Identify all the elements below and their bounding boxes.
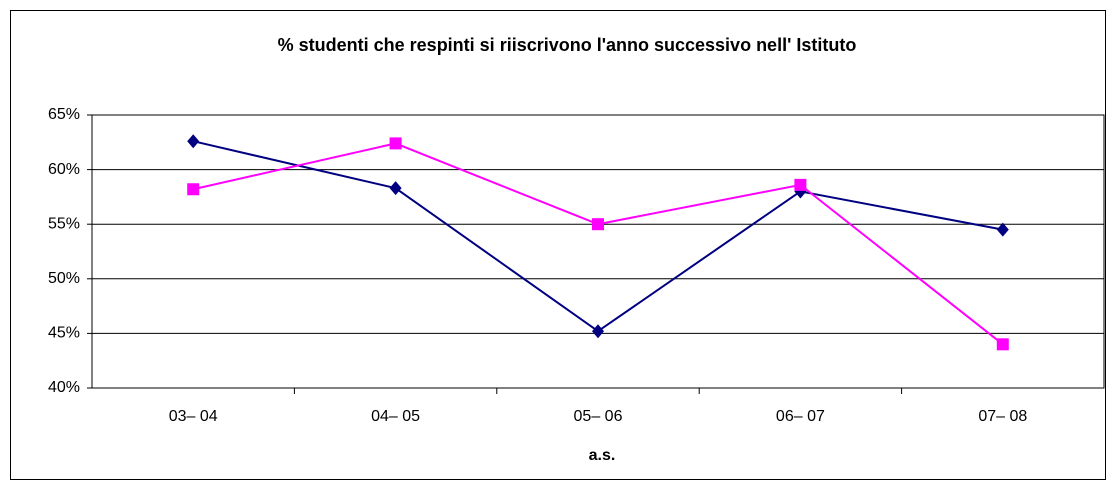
x-tick-label: 04– 05 <box>371 408 420 425</box>
chart-title: % studenti che respinti si riiscrivono l… <box>278 35 857 55</box>
marker <box>592 324 604 339</box>
marker <box>794 178 807 191</box>
y-tick-label: 40% <box>48 379 80 396</box>
x-axis-title: a.s. <box>589 447 616 464</box>
y-tick-label: 45% <box>48 325 80 342</box>
marker <box>389 181 402 196</box>
x-tick-label: 05– 06 <box>574 408 623 425</box>
y-tick-label: 65% <box>48 106 80 123</box>
y-tick-label: 50% <box>48 270 80 287</box>
marker <box>592 218 604 231</box>
x-tick-label: 03– 04 <box>169 408 218 425</box>
y-tick-label: 60% <box>48 161 80 178</box>
x-tick-label: 07– 08 <box>978 408 1027 425</box>
marker <box>389 137 402 150</box>
chart-frame <box>10 10 1106 480</box>
marker <box>187 183 200 196</box>
marker <box>996 222 1009 237</box>
x-tick-label: 06– 07 <box>776 408 825 425</box>
marker <box>187 134 200 149</box>
marker <box>996 338 1009 351</box>
y-tick-label: 55% <box>48 215 80 232</box>
plot-area <box>91 114 1105 389</box>
